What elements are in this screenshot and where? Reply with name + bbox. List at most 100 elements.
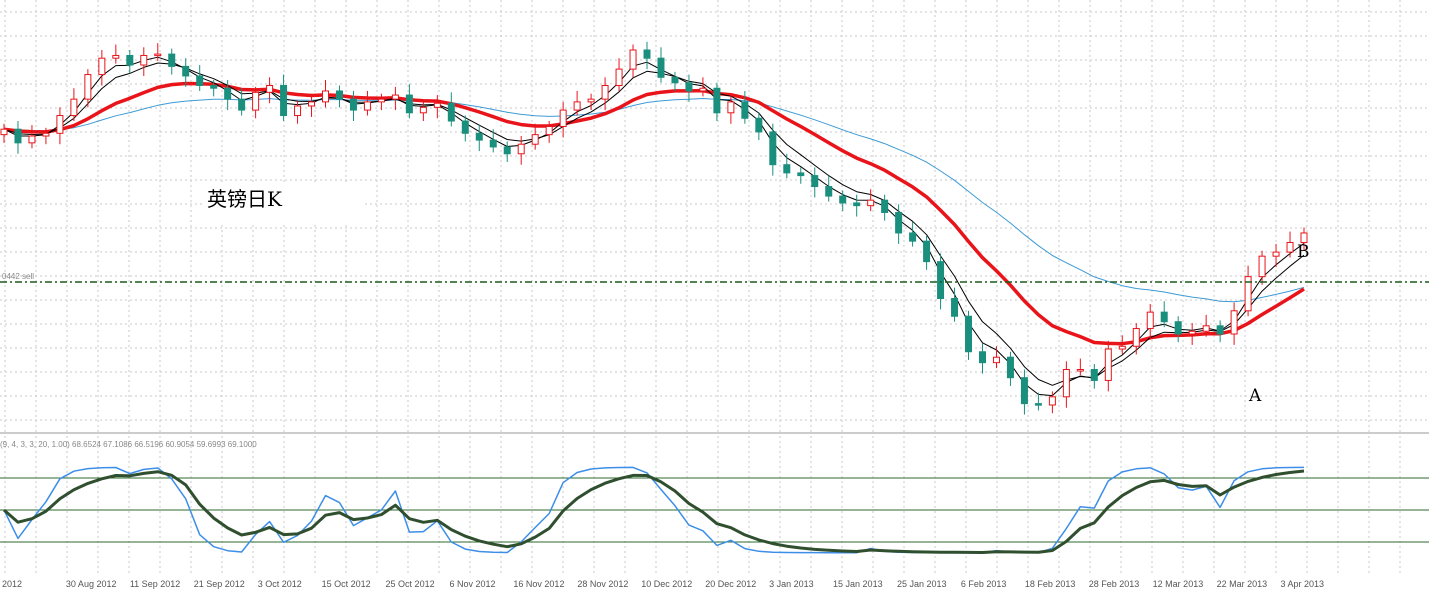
x-tick-label: 28 Nov 2012 <box>577 579 628 589</box>
candles <box>0 41 1308 415</box>
candle-down <box>909 232 917 242</box>
candle-up <box>531 134 539 145</box>
candle-down <box>643 49 651 59</box>
candle-down <box>1006 356 1014 379</box>
candle-up <box>601 85 609 100</box>
candle-down <box>797 172 805 177</box>
x-tick-label: 6 Feb 2013 <box>961 579 1007 589</box>
candle-down <box>210 85 218 89</box>
stoch-k-line <box>3 466 1305 554</box>
x-tick-label: 15 Jan 2013 <box>833 579 883 589</box>
candle-up <box>1230 310 1238 335</box>
candle-down <box>881 199 889 213</box>
candle-up <box>727 101 735 114</box>
candle-up <box>1258 255 1266 278</box>
oscillator <box>0 466 1429 554</box>
x-tick-label: 3 Apr 2013 <box>1281 579 1325 589</box>
candle-up <box>391 94 399 100</box>
candle-down <box>461 120 469 134</box>
candle-up <box>1048 396 1056 406</box>
candle-down <box>825 186 833 197</box>
annotation-a: A <box>1248 386 1262 406</box>
candle-down <box>126 54 134 66</box>
candle-down <box>923 240 931 263</box>
x-tick-label: 25 Jan 2013 <box>897 579 947 589</box>
candle-up <box>266 85 274 93</box>
x-tick-label: 12 Mar 2013 <box>1153 579 1204 589</box>
x-tick-label: 6 Nov 2012 <box>449 579 495 589</box>
candle-up <box>615 68 623 87</box>
candle-down <box>224 87 232 100</box>
x-tick-label: 20 Dec 2012 <box>705 579 756 589</box>
candle-down <box>853 202 861 207</box>
candle-up <box>154 53 162 57</box>
x-tick-label: 18 Feb 2013 <box>1025 579 1076 589</box>
candle-up <box>1244 276 1252 312</box>
indicator-label: (9, 4, 3, 3, 20, 1.00) 68.6524 67.1086 6… <box>0 440 257 449</box>
candle-up <box>322 90 330 103</box>
candle-up <box>1286 242 1294 253</box>
candle-up <box>573 101 581 111</box>
candle-up <box>517 143 525 155</box>
candle-down <box>1090 369 1098 381</box>
candle-down <box>238 98 246 111</box>
x-tick-label: 10 Dec 2012 <box>641 579 692 589</box>
x-tick-label: 2012 <box>2 579 22 589</box>
ma-medium-line <box>3 62 1305 386</box>
candle-down <box>811 175 819 188</box>
candle-down <box>1020 377 1028 405</box>
x-axis-ticks: 2012 30 Aug 2012 11 Sep 2012 21 Sep 2012 3 O… <box>2 579 1324 589</box>
candle-down <box>978 351 986 364</box>
candle-down <box>1034 403 1042 406</box>
candle-up <box>1272 251 1280 257</box>
candle-down <box>196 75 204 86</box>
x-tick-label: 15 Oct 2012 <box>322 579 371 589</box>
candle-up <box>84 74 92 100</box>
candle-down <box>280 85 288 117</box>
candle-up <box>992 356 1000 364</box>
price-tag: 0442 sell <box>2 272 34 281</box>
candle-up <box>1076 369 1084 372</box>
candle-down <box>475 132 483 141</box>
ma-fast-line <box>3 56 1305 397</box>
candle-down <box>1174 321 1182 335</box>
x-tick-label: 22 Mar 2013 <box>1217 579 1268 589</box>
candle-down <box>335 90 343 100</box>
candle-down <box>1160 311 1168 323</box>
candle-up <box>545 125 553 136</box>
candle-up <box>559 109 567 127</box>
candle-down <box>657 57 665 78</box>
candle-up <box>56 115 64 134</box>
candle-down <box>685 82 693 92</box>
candle-up <box>867 199 875 207</box>
candle-up <box>587 98 595 103</box>
candle-up <box>140 54 148 66</box>
candle-up <box>1104 348 1112 381</box>
candle-down <box>489 139 497 148</box>
candle-up <box>377 98 385 103</box>
candle-up <box>363 101 371 111</box>
candle-up <box>0 128 8 136</box>
candle-down <box>671 76 679 84</box>
candle-down <box>405 94 413 114</box>
candle-down <box>755 117 763 133</box>
ma-slow-line <box>3 81 1305 346</box>
x-tick-label: 3 Jan 2013 <box>769 579 814 589</box>
moving-averages <box>3 56 1305 397</box>
candle-down <box>503 146 511 155</box>
stoch-d-line <box>3 469 1305 554</box>
candle-down <box>839 195 847 204</box>
candle-down <box>713 87 721 114</box>
candle-up <box>1132 328 1140 347</box>
candle-up <box>70 98 78 117</box>
candle-up <box>1062 369 1070 398</box>
candle-down <box>447 102 455 122</box>
candle-down <box>1216 325 1224 335</box>
title-box <box>205 182 363 222</box>
candle-down <box>14 128 22 144</box>
x-tick-label: 25 Oct 2012 <box>386 579 435 589</box>
candle-down <box>168 53 176 67</box>
candle-up <box>308 101 316 107</box>
